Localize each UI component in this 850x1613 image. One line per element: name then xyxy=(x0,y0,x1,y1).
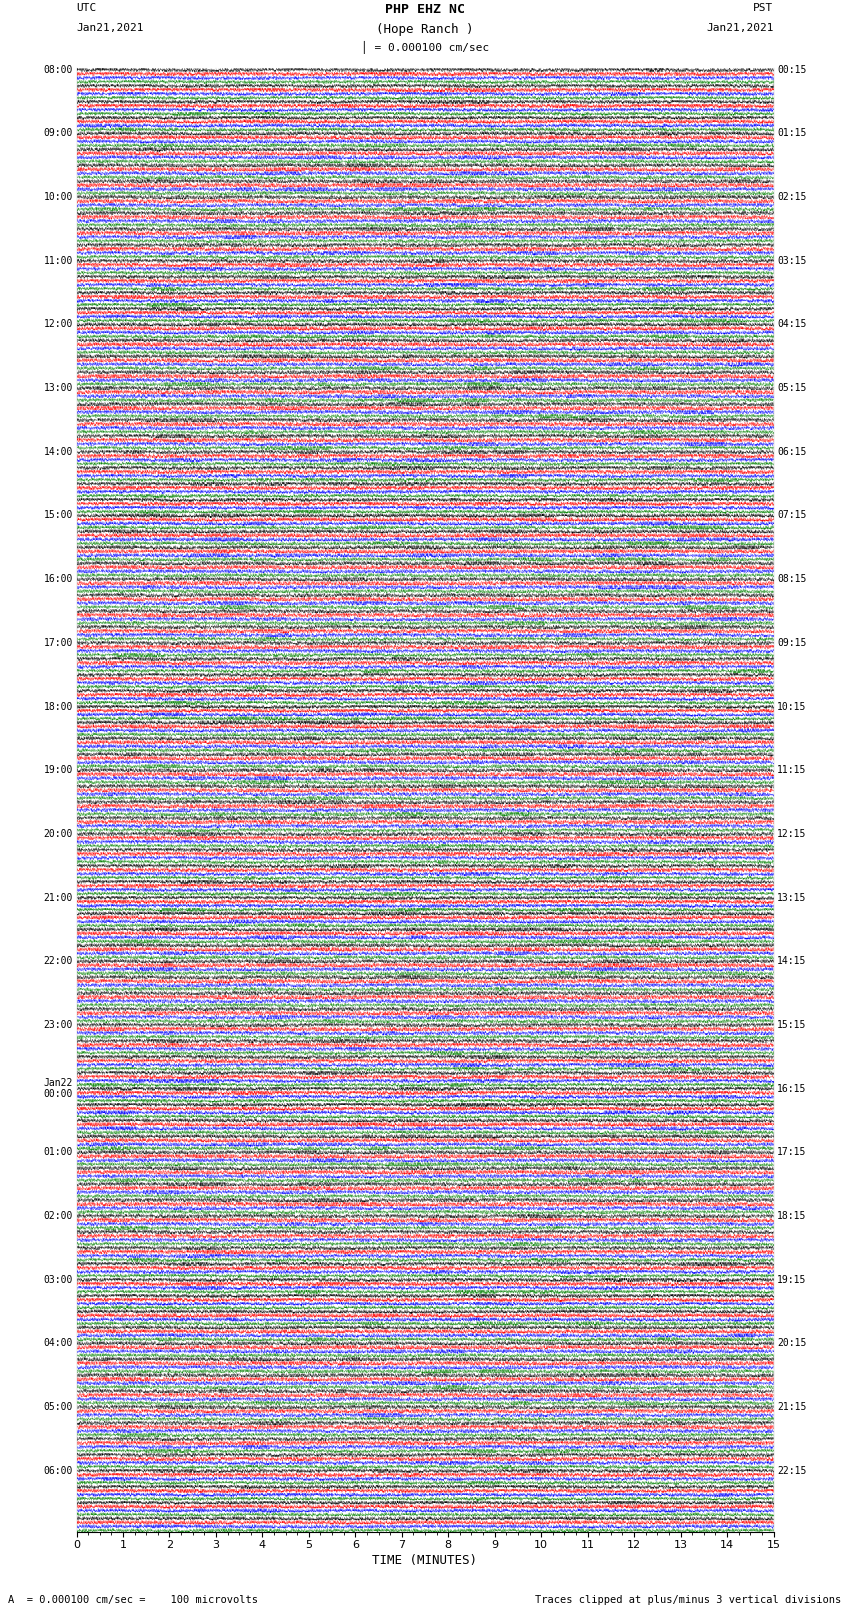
Text: 04:00: 04:00 xyxy=(43,1339,73,1348)
Text: 02:00: 02:00 xyxy=(43,1211,73,1221)
Text: 19:00: 19:00 xyxy=(43,765,73,776)
Text: 06:00: 06:00 xyxy=(43,1466,73,1476)
Text: 21:15: 21:15 xyxy=(777,1402,807,1411)
Text: UTC: UTC xyxy=(76,3,97,13)
Text: │ = 0.000100 cm/sec: │ = 0.000100 cm/sec xyxy=(361,40,489,53)
X-axis label: TIME (MINUTES): TIME (MINUTES) xyxy=(372,1555,478,1568)
Text: 09:00: 09:00 xyxy=(43,129,73,139)
Text: 11:15: 11:15 xyxy=(777,765,807,776)
Text: 13:15: 13:15 xyxy=(777,892,807,903)
Text: 05:15: 05:15 xyxy=(777,384,807,394)
Text: 02:15: 02:15 xyxy=(777,192,807,202)
Text: 14:00: 14:00 xyxy=(43,447,73,456)
Text: 22:15: 22:15 xyxy=(777,1466,807,1476)
Text: 15:15: 15:15 xyxy=(777,1019,807,1031)
Text: 05:00: 05:00 xyxy=(43,1402,73,1411)
Text: 23:00: 23:00 xyxy=(43,1019,73,1031)
Text: 08:00: 08:00 xyxy=(43,65,73,74)
Text: 16:15: 16:15 xyxy=(777,1084,807,1094)
Text: 21:00: 21:00 xyxy=(43,892,73,903)
Text: 09:15: 09:15 xyxy=(777,637,807,648)
Text: 00:15: 00:15 xyxy=(777,65,807,74)
Text: 04:15: 04:15 xyxy=(777,319,807,329)
Text: 15:00: 15:00 xyxy=(43,510,73,521)
Text: 17:15: 17:15 xyxy=(777,1147,807,1157)
Text: 17:00: 17:00 xyxy=(43,637,73,648)
Text: 18:15: 18:15 xyxy=(777,1211,807,1221)
Text: Jan21,2021: Jan21,2021 xyxy=(76,23,144,32)
Text: 01:15: 01:15 xyxy=(777,129,807,139)
Text: 22:00: 22:00 xyxy=(43,957,73,966)
Text: 10:00: 10:00 xyxy=(43,192,73,202)
Text: 11:00: 11:00 xyxy=(43,256,73,266)
Text: 16:00: 16:00 xyxy=(43,574,73,584)
Text: 18:00: 18:00 xyxy=(43,702,73,711)
Text: 14:15: 14:15 xyxy=(777,957,807,966)
Text: (Hope Ranch ): (Hope Ranch ) xyxy=(377,23,473,35)
Text: 20:15: 20:15 xyxy=(777,1339,807,1348)
Text: 19:15: 19:15 xyxy=(777,1274,807,1284)
Text: 01:00: 01:00 xyxy=(43,1147,73,1157)
Text: 07:15: 07:15 xyxy=(777,510,807,521)
Text: Jan21,2021: Jan21,2021 xyxy=(706,23,774,32)
Text: 13:00: 13:00 xyxy=(43,384,73,394)
Text: 20:00: 20:00 xyxy=(43,829,73,839)
Text: A  = 0.000100 cm/sec =    100 microvolts: A = 0.000100 cm/sec = 100 microvolts xyxy=(8,1595,258,1605)
Text: Jan22
00:00: Jan22 00:00 xyxy=(43,1077,73,1100)
Text: PHP EHZ NC: PHP EHZ NC xyxy=(385,3,465,16)
Text: 10:15: 10:15 xyxy=(777,702,807,711)
Text: 12:15: 12:15 xyxy=(777,829,807,839)
Text: PST: PST xyxy=(753,3,774,13)
Text: Traces clipped at plus/minus 3 vertical divisions: Traces clipped at plus/minus 3 vertical … xyxy=(536,1595,842,1605)
Text: 03:15: 03:15 xyxy=(777,256,807,266)
Text: 08:15: 08:15 xyxy=(777,574,807,584)
Text: 03:00: 03:00 xyxy=(43,1274,73,1284)
Text: 12:00: 12:00 xyxy=(43,319,73,329)
Text: 06:15: 06:15 xyxy=(777,447,807,456)
